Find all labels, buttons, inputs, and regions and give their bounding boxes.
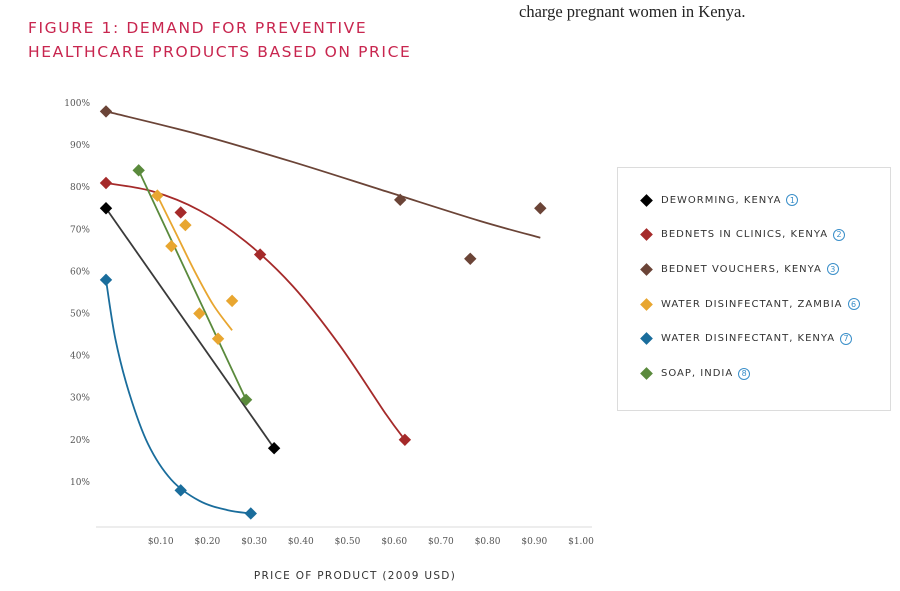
data-point-bednet-vouchers-kenya [464, 252, 477, 265]
y-tick-label: 90% [70, 141, 90, 151]
legend-label: DEWORMING, KENYA [661, 194, 782, 206]
x-tick-label: $0.80 [475, 537, 501, 547]
y-tick-label: 20% [70, 436, 90, 446]
data-point-water-disinfectant-zambia [211, 332, 225, 345]
legend-item: BEDNET VOUCHERS, KENYA 3 [640, 261, 839, 277]
data-point-bednets-in-clinics-kenya [253, 248, 267, 261]
body-text-line: charge pregnant women in Kenya. [519, 2, 746, 21]
x-tick-label: $0.50 [335, 537, 361, 547]
data-point-water-disinfectant-kenya [99, 273, 113, 287]
legend-diamond-icon [640, 297, 653, 311]
data-point-deworming-kenya [99, 202, 113, 215]
x-tick-label: $0.20 [195, 537, 221, 547]
data-point-bednets-in-clinics-kenya [398, 433, 412, 446]
legend-diamond-icon [640, 193, 653, 207]
legend-item: SOAP, INDIA 8 [640, 366, 751, 382]
reference-number-badge: 2 [833, 228, 846, 241]
axes: 10% 20% 30% 40% 50% 60% 70% 80% 90% 100% $0.10 $0.2… [64, 99, 594, 547]
trendline-bednet-vouchers-kenya [105, 110, 541, 239]
data-point-bednet-vouchers-kenya [99, 105, 113, 118]
x-tick-label: $1.00 [568, 537, 594, 547]
legend-diamond-icon [640, 228, 653, 242]
y-tick-label: 60% [70, 267, 90, 277]
trendline-bednets-in-clinics-kenya [105, 182, 406, 441]
reference-number-badge: 3 [826, 263, 839, 276]
data-point-deworming-kenya [267, 442, 281, 455]
trendline-deworming-kenya [105, 207, 275, 449]
x-tick-label: $0.30 [241, 537, 267, 547]
x-tick-label: $0.60 [381, 537, 407, 547]
trendlines [105, 110, 541, 515]
x-tick-label: $0.70 [428, 537, 454, 547]
figure-title-line-2: HEALTHCARE PRODUCTS BASED ON PRICE [28, 43, 412, 61]
axis-labels: PRICE OF PRODUCT (2009 USD) [254, 570, 456, 582]
data-point-soap-india [132, 164, 145, 177]
data-point-water-disinfectant-zambia [193, 307, 206, 320]
trendline-soap-india [137, 169, 247, 401]
data-point-water-disinfectant-zambia [165, 239, 178, 253]
legend-label: SOAP, INDIA [661, 368, 734, 379]
reference-number-badge: 1 [786, 194, 799, 206]
y-tick-label: 50% [70, 310, 90, 320]
figure-title-line-1: FIGURE 1: DEMAND FOR PREVENTIVE [28, 19, 368, 37]
y-tick-label: 70% [70, 225, 90, 235]
x-tick-label: $0.10 [148, 537, 174, 547]
data-point-water-disinfectant-kenya [244, 507, 257, 520]
data-point-soap-india [239, 393, 253, 407]
legend-diamond-icon [640, 367, 653, 380]
legend-item: WATER DISINFECTANT, ZAMBIA 6 [640, 296, 860, 312]
data-point-bednets-in-clinics-kenya [174, 206, 187, 219]
legend-label: WATER DISINFECTANT, KENYA [661, 333, 836, 345]
reference-number-badge: 7 [840, 332, 853, 345]
trendline-water-disinfectant-kenya [105, 279, 251, 515]
legend: DEWORMING, KENYA 1 BEDNETS IN CLINICS, KEN… [617, 167, 891, 411]
data-point-water-disinfectant-zambia [151, 189, 164, 202]
x-axis-label: PRICE OF PRODUCT (2009 USD) [254, 570, 456, 582]
figure-title: FIGURE 1: DEMAND FOR PREVENTIVE HEALTHCA… [28, 16, 411, 64]
y-tick-label: 40% [70, 352, 90, 362]
data-point-bednet-vouchers-kenya [394, 193, 407, 207]
legend-item: WATER DISINFECTANT, KENYA 7 [640, 331, 853, 347]
legend-label: WATER DISINFECTANT, ZAMBIA [661, 298, 843, 310]
x-tick-label: $0.40 [288, 537, 314, 547]
legend-item: DEWORMING, KENYA 1 [640, 192, 799, 208]
y-tick-label: 30% [70, 394, 90, 404]
data-point-water-disinfectant-zambia [225, 294, 239, 308]
legend-label: BEDNETS IN CLINICS, KENYA [661, 229, 829, 241]
legend-label: BEDNET VOUCHERS, KENYA [661, 263, 822, 275]
y-tick-label: 100% [64, 99, 90, 109]
legend-diamond-icon [640, 263, 653, 276]
y-tick-label: 10% [70, 478, 90, 488]
trendline-water-disinfectant-zambia [156, 195, 233, 331]
legend-diamond-icon [640, 332, 653, 346]
data-point-bednets-in-clinics-kenya [99, 176, 113, 190]
data-points [99, 105, 547, 520]
reference-number-badge: 6 [847, 298, 860, 311]
data-point-bednet-vouchers-kenya [534, 202, 547, 215]
legend-item: BEDNETS IN CLINICS, KENYA 2 [640, 227, 846, 243]
y-tick-label: 80% [70, 183, 90, 193]
reference-number-badge: 8 [738, 367, 751, 380]
data-point-water-disinfectant-kenya [174, 484, 187, 497]
data-point-water-disinfectant-zambia [179, 218, 192, 232]
x-tick-label: $0.90 [521, 537, 547, 547]
